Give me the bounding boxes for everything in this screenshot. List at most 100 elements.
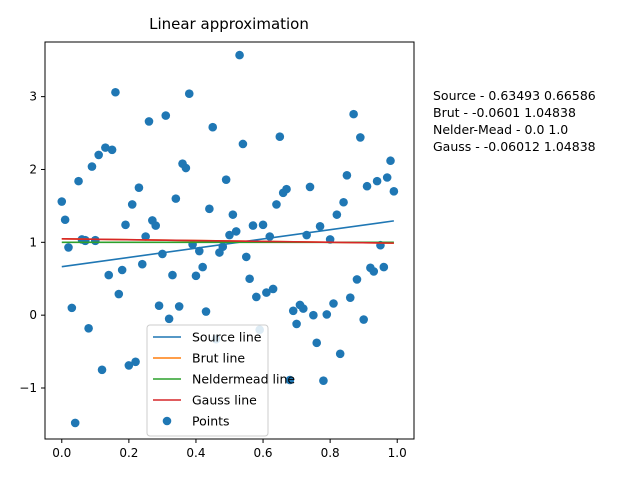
data-point <box>141 232 150 241</box>
data-point <box>137 259 147 269</box>
data-point <box>161 111 171 120</box>
data-point <box>312 338 322 348</box>
legend-box <box>146 324 269 437</box>
x-tick-label: 0.8 <box>321 446 340 460</box>
data-point <box>235 50 244 60</box>
source-parameters-text: Source - 0.63493 0.66586 <box>433 88 596 103</box>
gauss-parameters-text: Gauss - -0.06012 1.04838 <box>433 139 596 154</box>
y-tick-label: 3 <box>29 90 37 104</box>
data-point <box>84 323 93 333</box>
data-point <box>292 319 301 329</box>
x-tick-label: 0.6 <box>253 446 272 460</box>
data-point <box>80 236 90 246</box>
data-point <box>60 215 70 225</box>
data-point <box>362 181 372 191</box>
data-point <box>241 252 251 262</box>
chart-title: Linear approximation <box>149 15 309 33</box>
data-point <box>181 163 191 173</box>
data-point <box>342 171 352 180</box>
data-point <box>228 210 238 219</box>
data-point <box>87 162 97 171</box>
data-point <box>382 173 392 182</box>
data-point <box>70 418 80 428</box>
data-point <box>359 315 368 324</box>
data-point <box>154 301 164 310</box>
data-point <box>195 246 204 256</box>
data-point <box>74 176 83 186</box>
data-point <box>268 284 278 294</box>
data-point <box>127 200 137 209</box>
data-point <box>272 200 281 209</box>
data-point <box>121 220 130 230</box>
data-point <box>225 230 234 240</box>
data-point <box>151 221 160 230</box>
legend-label: Brut line <box>192 351 245 366</box>
data-point <box>171 194 181 203</box>
data-point <box>201 307 211 316</box>
data-point <box>191 271 201 281</box>
data-point <box>97 365 107 375</box>
data-point <box>238 139 248 149</box>
fit-parameters-note: Source - 0.63493 0.66586 Brut - -0.0601 … <box>433 87 596 155</box>
data-point <box>332 210 342 219</box>
plot-frame <box>44 41 415 440</box>
data-point <box>335 349 345 359</box>
data-point <box>168 270 177 280</box>
data-point <box>117 265 127 275</box>
data-point <box>372 176 382 186</box>
data-point <box>329 299 338 308</box>
data-point <box>356 133 365 142</box>
legend-point-swatch <box>162 416 172 426</box>
brut-parameters-text: Brut - -0.0601 1.04838 <box>433 105 576 120</box>
data-point <box>221 175 231 184</box>
data-point <box>91 235 100 245</box>
data-point <box>299 304 308 313</box>
data-point <box>184 89 194 99</box>
data-point <box>198 262 207 272</box>
data-point <box>352 275 362 284</box>
data-point <box>208 122 218 132</box>
y-tick-label: 1 <box>29 235 37 249</box>
data-point <box>131 357 140 367</box>
data-point <box>107 145 117 155</box>
data-point <box>134 183 144 192</box>
data-point <box>174 302 184 311</box>
data-point <box>315 221 325 231</box>
data-point <box>389 187 399 196</box>
source-line <box>61 220 394 268</box>
data-point <box>104 270 114 280</box>
data-point <box>265 232 275 241</box>
data-point <box>124 361 134 370</box>
data-point <box>164 314 174 324</box>
data-point <box>349 109 358 119</box>
data-point <box>339 197 348 207</box>
data-point <box>67 303 77 313</box>
data-point <box>101 143 110 152</box>
legend-label: Points <box>192 414 230 429</box>
data-point <box>258 220 268 230</box>
data-point <box>369 267 379 276</box>
data-point <box>144 117 154 126</box>
data-point <box>386 156 395 166</box>
data-point <box>114 289 124 299</box>
data-point <box>282 184 291 194</box>
gauss-line <box>61 237 394 244</box>
x-tick-label: 1.0 <box>388 446 407 460</box>
x-tick-label: 0.0 <box>52 446 71 460</box>
data-point <box>345 293 355 302</box>
y-tick-label: −1 <box>19 381 37 395</box>
y-tick-label: 0 <box>29 308 37 322</box>
legend-label: Gauss line <box>192 393 257 408</box>
data-point <box>262 288 271 297</box>
data-point <box>252 292 261 302</box>
data-point <box>309 310 318 320</box>
data-point <box>248 221 258 230</box>
data-point <box>288 306 298 316</box>
data-point <box>57 197 67 206</box>
legend-label: Neldermead line <box>192 372 295 387</box>
data-point <box>285 375 295 385</box>
data-point <box>319 376 328 386</box>
data-point <box>322 310 332 319</box>
x-tick-label: 0.2 <box>119 446 138 460</box>
